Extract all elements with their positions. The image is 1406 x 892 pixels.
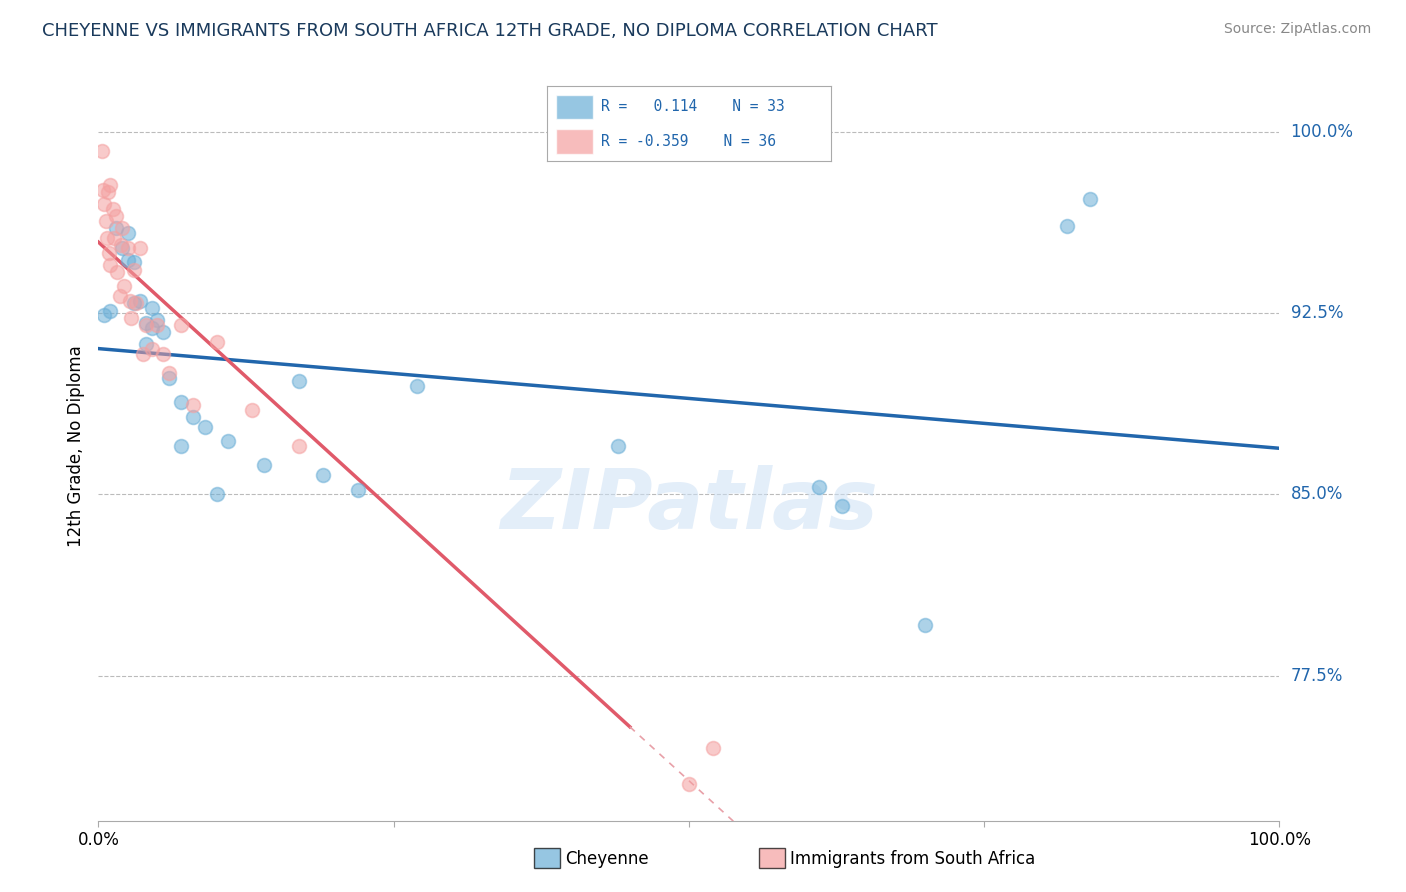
Text: 92.5%: 92.5% <box>1291 304 1343 322</box>
Text: 77.5%: 77.5% <box>1291 666 1343 685</box>
Text: Source: ZipAtlas.com: Source: ZipAtlas.com <box>1223 22 1371 37</box>
Text: 85.0%: 85.0% <box>1291 485 1343 503</box>
Text: Immigrants from South Africa: Immigrants from South Africa <box>790 850 1035 868</box>
Y-axis label: 12th Grade, No Diploma: 12th Grade, No Diploma <box>66 345 84 547</box>
Text: Cheyenne: Cheyenne <box>565 850 648 868</box>
Text: CHEYENNE VS IMMIGRANTS FROM SOUTH AFRICA 12TH GRADE, NO DIPLOMA CORRELATION CHAR: CHEYENNE VS IMMIGRANTS FROM SOUTH AFRICA… <box>42 22 938 40</box>
Text: 100.0%: 100.0% <box>1291 123 1354 141</box>
Text: ZIPatlas: ZIPatlas <box>501 466 877 547</box>
